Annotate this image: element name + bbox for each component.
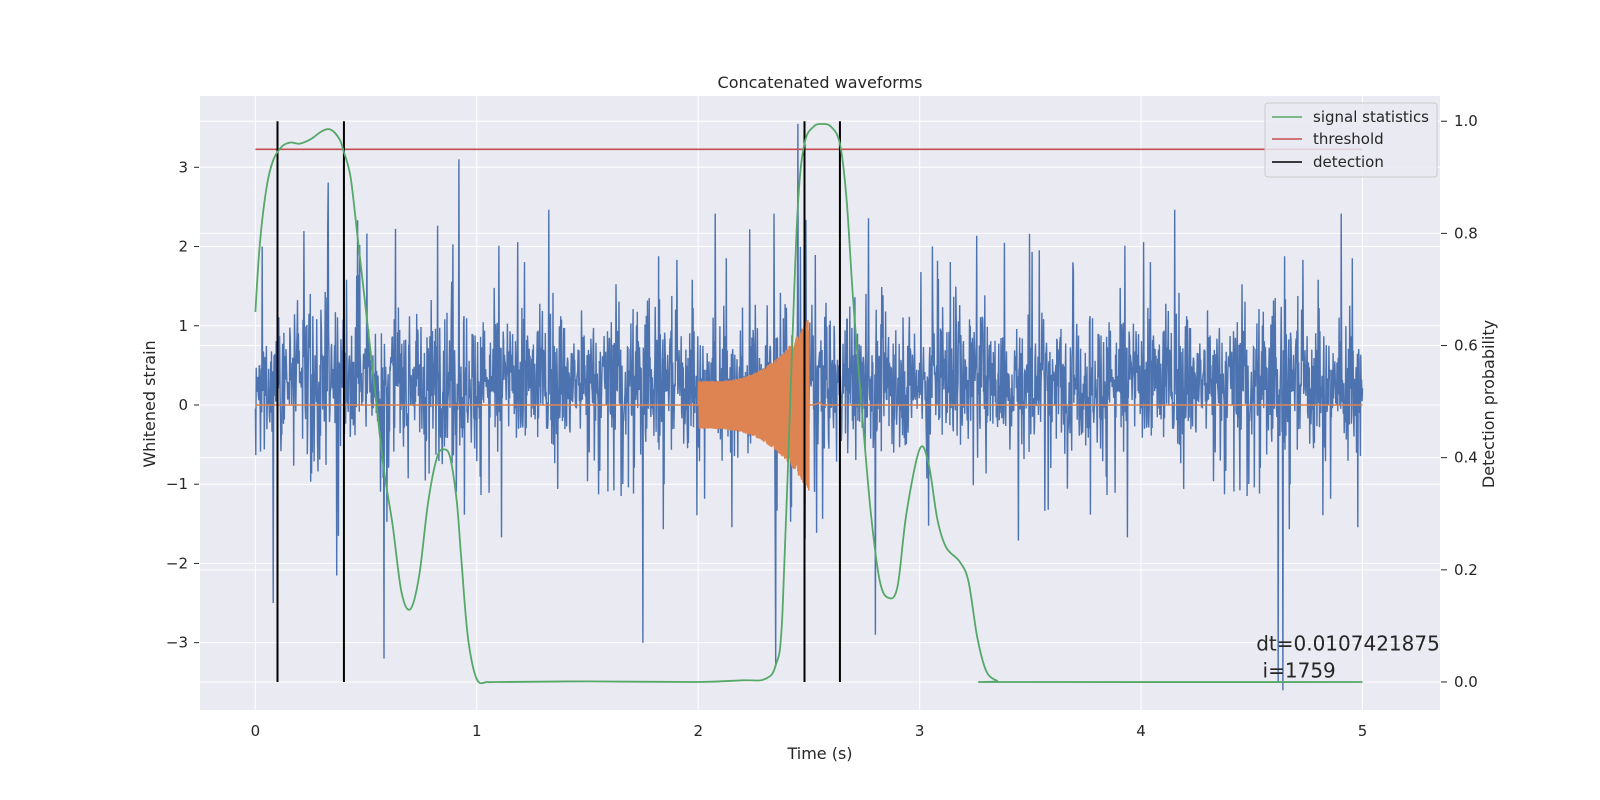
y2-tick-label: 0.4: [1454, 449, 1478, 467]
y-tick-label: 2: [178, 238, 188, 256]
annotation: dt=0.0107421875 i=1759: [1256, 632, 1440, 683]
x-tick-label: 5: [1358, 722, 1368, 740]
y-tick-label: 0: [178, 396, 188, 414]
y-axis-label: Whitened strain: [140, 340, 159, 467]
legend: signal statistics threshold detection: [1264, 102, 1438, 178]
x-tick-label: 4: [1136, 722, 1146, 740]
x-axis-label: Time (s): [786, 744, 852, 763]
legend-box: [1264, 102, 1438, 178]
annotation-index: i=1759: [1256, 659, 1336, 683]
y-tick-label: −1: [166, 475, 188, 493]
y2-tick-label: 0.2: [1454, 561, 1478, 579]
signal-statistics-series: [254, 123, 1363, 685]
y2-ticks: 0.0 0.2 0.4 0.6 0.8 1.0: [1441, 112, 1478, 691]
y2-tick-label: 0.0: [1454, 673, 1478, 691]
x-tick-label: 2: [693, 722, 703, 740]
y-tick-label: −3: [166, 634, 188, 652]
y-tick-label: −2: [166, 554, 188, 572]
annotation-dt: dt=0.0107421875: [1256, 632, 1440, 656]
x-ticks: 0 1 2 3 4 5: [251, 722, 1368, 740]
legend-label-threshold: threshold: [1313, 130, 1384, 148]
detection-series: [276, 121, 841, 682]
y2-axis-label: Detection probability: [1479, 320, 1498, 488]
template-line: [255, 320, 1363, 491]
legend-label-signal-statistics: signal statistics: [1313, 108, 1429, 126]
signal-statistics-line: [254, 123, 1363, 685]
y2-tick-label: 1.0: [1454, 112, 1478, 130]
y-tick-label: 3: [178, 158, 188, 176]
y2-tick-label: 0.6: [1454, 337, 1478, 355]
x-tick-label: 1: [472, 722, 482, 740]
x-tick-label: 0: [251, 722, 261, 740]
template-series: [255, 320, 1363, 491]
y-tick-label: 1: [178, 317, 188, 335]
x-tick-label: 3: [915, 722, 925, 740]
y2-tick-label: 0.8: [1454, 224, 1478, 242]
legend-label-detection: detection: [1313, 153, 1384, 171]
chart-title: Concatenated waveforms: [718, 73, 923, 92]
y-ticks: −3 −2 −1 0 1 2 3: [166, 158, 199, 652]
